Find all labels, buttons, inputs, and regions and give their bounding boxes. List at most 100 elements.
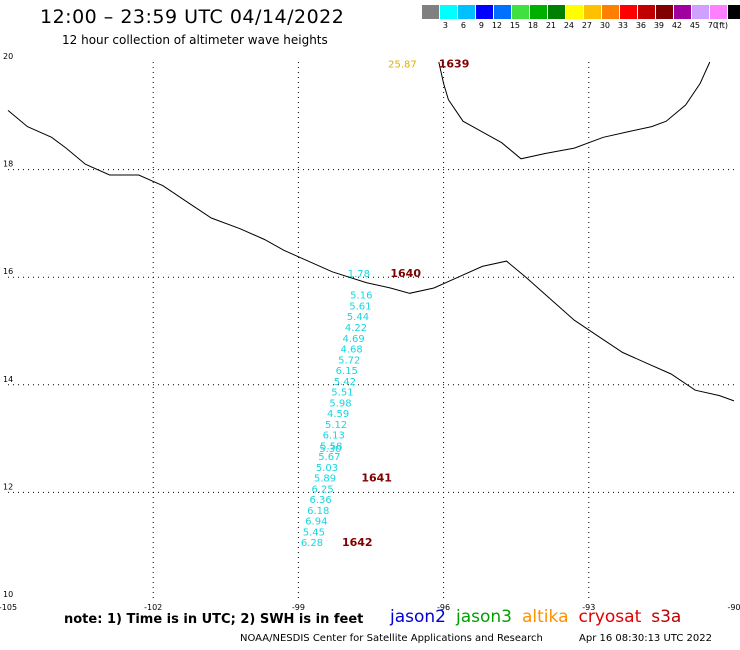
graticule [8,62,734,600]
legend-label: 70 [707,21,718,30]
gulf-coastline [438,61,711,160]
legend-label: 30 [599,21,610,30]
satellite-jason2: jason2 [390,607,446,627]
coastline [7,61,735,402]
legend-swatch [620,5,638,19]
orbit-number-label: 1640 [390,267,421,280]
wave-height-label: 5.03 [316,463,338,474]
wave-height-label: 6.13 [323,431,345,442]
lat-tick-label: 18 [3,160,13,169]
legend-swatch [494,5,512,19]
legend-label: 3 [442,21,448,30]
legend-swatch [710,5,728,19]
legend-label: 45 [689,21,700,30]
legend-label: 24 [563,21,574,30]
map-title: 12:00 – 23:59 UTC 04/14/2022 [40,6,345,28]
lon-tick-label: -105 [0,603,17,612]
legend-label: 33 [617,21,628,30]
satellite-cryosat: cryosat [578,607,642,627]
orbit-number-label: 1641 [361,472,392,485]
wave-height-label: 6.25 [311,484,333,495]
legend-labels: 3 6 9 12 15 18 21 24 27 30 33 36 39 42 45 70 [422,21,740,30]
legend-swatch [458,5,476,19]
axis-tick-labels: -105 -102 -99 -96 -93 -90 20 18 16 14 12 10 [0,52,740,612]
wave-height-label: 5.12 [325,420,347,431]
wave-height-label: 6.15 [336,366,358,377]
wave-height-label: 1.78 [348,269,370,280]
legend-label: 12 [491,21,502,30]
wave-height-label: 5.45 [303,527,325,538]
legend-label: 18 [527,21,538,30]
legend-swatch [476,5,494,19]
wave-height-label: 5.44 [347,312,369,323]
lat-tick-label: 20 [3,52,13,61]
legend-label: 15 [509,21,520,30]
wave-height-label: 5.51 [331,388,353,399]
generation-timestamp: Apr 16 08:30:13 UTC 2022 [579,633,712,644]
wave-height-label: 4.59 [327,409,349,420]
legend-unit: (ft) [716,21,729,30]
wave-height-label: 5.30 [319,444,341,455]
footer-note: note: 1) Time is in UTC; 2) SWH is in fe… [64,612,364,627]
map-frame [8,62,734,600]
legend-label: 9 [478,21,484,30]
wave-height-label: 5.42 [334,377,356,388]
lon-tick-label: -102 [144,603,162,612]
legend-label: 27 [581,21,592,30]
wave-height-label: 25.87 [388,59,417,70]
wave-height-label: 6.36 [310,495,332,506]
lat-tick-label: 10 [3,590,13,599]
legend-label: 39 [653,21,664,30]
wave-height-label: 5.98 [329,398,351,409]
wave-height-label: 4.68 [341,345,363,356]
legend-swatch [728,5,740,19]
lat-tick-label: 14 [3,375,13,384]
legend-swatch [422,5,440,19]
satellite-legend: jason2 jason3 altika cryosat s3a [390,607,691,627]
lon-tick-label: -93 [582,603,595,612]
wave-height-label: 6.28 [301,538,323,549]
wave-height-label: 5.61 [349,301,371,312]
wave-height-label: 5.89 [314,474,336,485]
wave-height-label: 5.16 [350,291,372,302]
lon-tick-label: -90 [727,603,740,612]
legend-swatch [656,5,674,19]
legend-swatch [566,5,584,19]
wave-height-label: 4.69 [342,334,364,345]
wave-height-label: 5.67 [318,452,340,463]
wave-height-label: 6.94 [305,517,327,528]
legend-swatch [692,5,710,19]
credit-line: NOAA/NESDIS Center for Satellite Applica… [240,633,543,644]
wave-height-label: 5.58 [320,441,342,452]
legend-swatch [602,5,620,19]
satellite-jason3: jason3 [456,607,512,627]
color-legend: 3 6 9 12 15 18 21 24 27 30 33 36 39 42 45 70 [422,5,740,30]
orbit-number-label: 1639 [439,57,470,70]
legend-swatch [674,5,692,19]
legend-swatches [422,5,740,19]
legend-swatch [638,5,656,19]
lat-tick-label: 16 [3,267,13,276]
lat-tick-label: 12 [3,482,13,491]
legend-swatch [530,5,548,19]
lon-tick-label: -99 [292,603,305,612]
satellite-altika: altika [522,607,569,627]
observations-layer: 1.78 5.165.615.444.224.694.685.726.155.42… [301,57,470,549]
map-subtitle: 12 hour collection of altimeter wave hei… [62,33,328,47]
wave-height-label: 5.72 [338,355,360,366]
legend-label: 6 [460,21,466,30]
lon-tick-label: -96 [437,603,450,612]
orbit-number-label: 1642 [342,536,373,549]
wave-height-label: 4.22 [345,323,367,334]
legend-label: 36 [635,21,646,30]
wave-height-label: 6.18 [307,506,329,517]
legend-swatch [548,5,566,19]
legend-swatch [584,5,602,19]
legend-swatch [440,5,458,19]
legend-label: 21 [545,21,556,30]
legend-label: 42 [671,21,682,30]
satellite-s3a: s3a [651,607,682,627]
pacific-coastline [7,110,735,402]
legend-swatch [512,5,530,19]
